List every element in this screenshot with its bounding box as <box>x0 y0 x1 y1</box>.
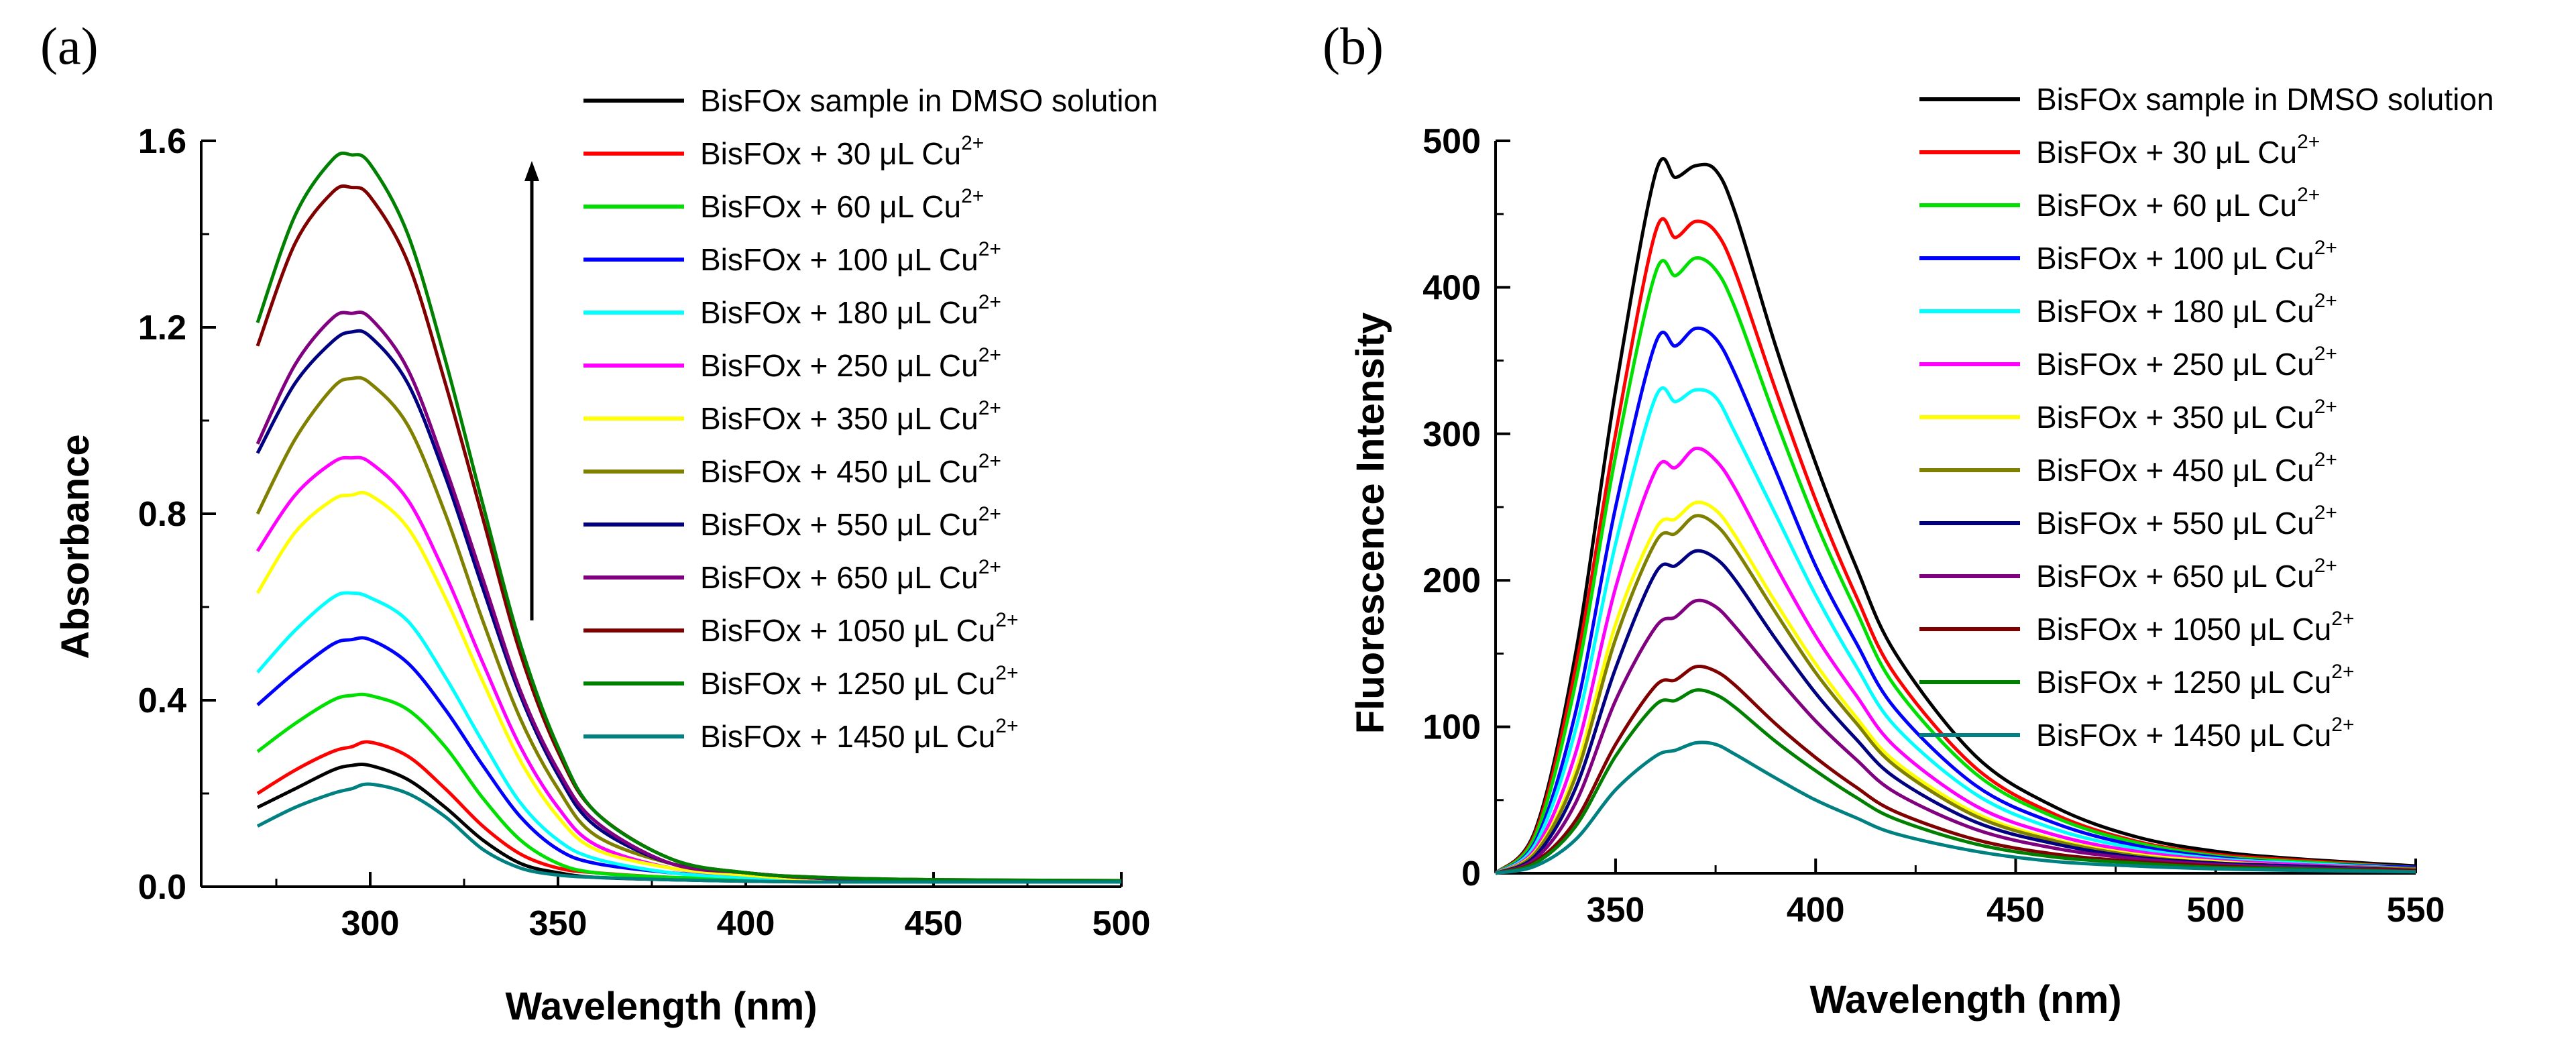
x-tick-label-b: 550 <box>2387 891 2445 930</box>
y-tick-label-a: 0.0 <box>138 868 186 907</box>
x-tick-label-a: 400 <box>717 904 775 943</box>
series-line-b-11 <box>1495 688 2416 875</box>
legend-label-b-3: BisFOx + 100 μL Cu2+ <box>2036 237 2337 276</box>
x-tick-label-a: 300 <box>341 904 400 943</box>
plot-area-b: 350 400 450 500 550 0 100 200 300 400 500 <box>1422 122 2445 930</box>
y-axis-title-a: Absorbance <box>54 434 97 659</box>
y-tick-label-b: 100 <box>1422 708 1481 747</box>
y-tick-label-b: 500 <box>1422 122 1481 161</box>
x-tick-label-a: 500 <box>1093 904 1151 943</box>
x-tick-label-b: 350 <box>1587 891 1645 930</box>
series-line-a-11 <box>256 151 1122 883</box>
x-tick-label-b: 400 <box>1787 891 1845 930</box>
legend-label-a-3: BisFOx + 100 μL Cu2+ <box>700 238 1001 277</box>
legend-label-b-1: BisFOx + 30 μL Cu2+ <box>2036 131 2320 170</box>
legend-label-b-11: BisFOx + 1250 μL Cu2+ <box>2036 661 2355 700</box>
series-line-b-4 <box>1494 386 2416 875</box>
legend-label-a-1: BisFOx + 30 μL Cu2+ <box>700 132 984 171</box>
y-axis-title-b: Fluorescence Intensity <box>1349 313 1392 734</box>
legend-label-a-4: BisFOx + 180 μL Cu2+ <box>700 291 1001 330</box>
panel-b: (b) Fluorescence Intensity Wavelength (n… <box>1323 17 2494 1022</box>
legend-label-a-6: BisFOx + 350 μL Cu2+ <box>700 397 1001 436</box>
legend-label-a-12: BisFOx + 1450 μL Cu2+ <box>700 715 1019 754</box>
legend-label-b-2: BisFOx + 60 μL Cu2+ <box>2036 184 2320 223</box>
legend-label-a-11: BisFOx + 1250 μL Cu2+ <box>700 662 1019 701</box>
x-tick-label-a: 350 <box>529 904 587 943</box>
legend-label-b-5: BisFOx + 250 μL Cu2+ <box>2036 343 2337 382</box>
panel-label-a: (a) <box>40 17 99 75</box>
y-tick-label-b: 0 <box>1461 855 1481 893</box>
series-line-b-5 <box>1494 446 2416 875</box>
legend-label-a-8: BisFOx + 550 μL Cu2+ <box>700 503 1001 542</box>
y-tick-label-b: 300 <box>1422 415 1481 454</box>
legend-label-a-7: BisFOx + 450 μL Cu2+ <box>700 450 1001 489</box>
legend-label-a-9: BisFOx + 650 μL Cu2+ <box>700 556 1001 595</box>
series-line-a-10 <box>256 184 1122 883</box>
legend-label-b-6: BisFOx + 350 μL Cu2+ <box>2036 396 2337 435</box>
x-tick-label-b: 450 <box>1986 891 2045 930</box>
y-tick-label-a: 0.4 <box>138 681 186 720</box>
legend-label-b-9: BisFOx + 650 μL Cu2+ <box>2036 555 2337 594</box>
y-tick-label-a: 1.2 <box>138 309 186 347</box>
series-line-b-2 <box>1494 256 2416 875</box>
y-tick-label-a: 1.6 <box>138 122 186 161</box>
x-axis-title-a: Wavelength (nm) <box>505 985 817 1028</box>
x-tick-label-b: 500 <box>2186 891 2245 930</box>
legend-label-b-12: BisFOx + 1450 μL Cu2+ <box>2036 714 2355 753</box>
panel-label-b: (b) <box>1323 17 1384 75</box>
series-line-b-12 <box>1495 740 2416 875</box>
legend-label-a-10: BisFOx + 1050 μL Cu2+ <box>700 609 1019 648</box>
series-line-b-0 <box>1494 157 2416 875</box>
legend-label-b-10: BisFOx + 1050 μL Cu2+ <box>2036 608 2355 647</box>
x-tick-label-a: 450 <box>905 904 963 943</box>
legend-label-b-8: BisFOx + 550 μL Cu2+ <box>2036 502 2337 541</box>
legend-label-b-7: BisFOx + 450 μL Cu2+ <box>2036 449 2337 488</box>
legend-label-a-5: BisFOx + 250 μL Cu2+ <box>700 344 1001 383</box>
y-tick-label-b: 200 <box>1422 561 1481 600</box>
plot-area-a: 300 350 400 450 500 0.0 0.4 0.8 1.2 1.6 <box>138 122 1151 943</box>
legend-b: BisFOx sample in DMSO solution BisFOx + 3… <box>1919 82 2494 753</box>
x-axis-title-b: Wavelength (nm) <box>1809 978 2121 1022</box>
series-line-a-1 <box>256 740 1122 883</box>
y-tick-label-a: 0.8 <box>138 495 186 534</box>
series-line-a-12 <box>256 782 1121 884</box>
legend-label-a-2: BisFOx + 60 μL Cu2+ <box>700 185 984 224</box>
series-line-b-3 <box>1494 326 2416 875</box>
series-line-b-9 <box>1495 598 2416 875</box>
legend-label-b-4: BisFOx + 180 μL Cu2+ <box>2036 290 2337 329</box>
increase-arrow-head <box>524 161 539 181</box>
series-line-b-8 <box>1494 549 2416 875</box>
legend-a: BisFOx sample in DMSO solution BisFOx + 3… <box>583 83 1158 754</box>
y-tick-label-b: 400 <box>1422 268 1481 307</box>
legend-label-b-0: BisFOx sample in DMSO solution <box>2036 82 2494 117</box>
panel-a: (a) Absorbance Wavelength (nm) 300 350 400… <box>40 17 1158 1028</box>
legend-label-a-0: BisFOx sample in DMSO solution <box>700 83 1158 118</box>
